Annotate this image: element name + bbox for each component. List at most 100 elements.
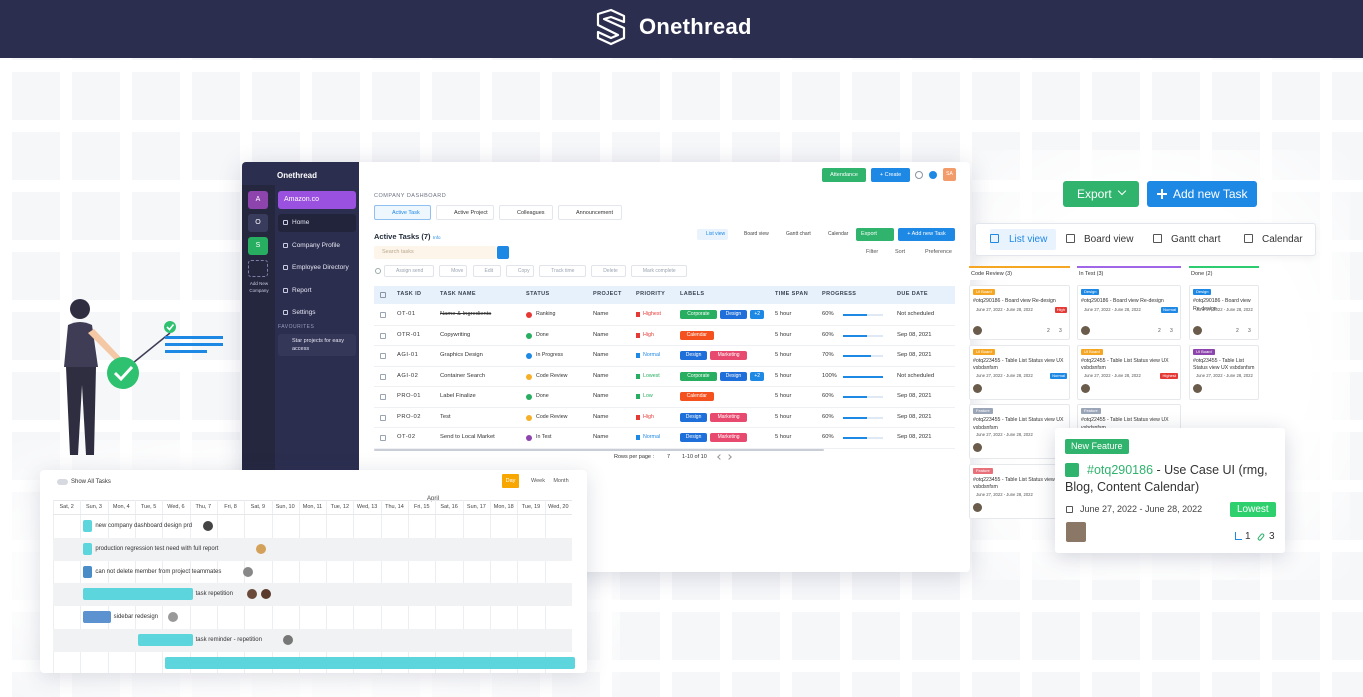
tab[interactable]: Announcement [558,205,622,220]
task-name[interactable]: Container Search [440,372,486,379]
search-box[interactable]: Search tasks [374,246,496,259]
column-header: PROJECT [593,291,622,297]
card-id[interactable]: #otq290186 [1087,463,1154,477]
row-checkbox[interactable] [380,353,386,359]
card-date: June 27, 2022 - June 28, 2022 [976,491,1033,497]
progress-bar [843,416,867,419]
board-card[interactable]: UI Board #otq223455 - Table List Status v… [969,344,1070,400]
row-checkbox[interactable] [380,435,386,441]
tool[interactable]: Preference [925,249,952,255]
view-toggle[interactable]: Gantt chart [786,231,811,237]
chat-icon[interactable] [915,171,923,179]
nav-item[interactable]: Employee Directory [278,259,356,277]
toggle[interactable] [57,479,68,485]
nav-icon [283,242,288,248]
task-name[interactable]: Copywriting [440,331,471,338]
card-subtasks: 1 [1245,531,1251,542]
board-view-toggle[interactable]: Calendar [1244,229,1314,250]
card-priority: Lowest [1230,502,1276,517]
scale-button[interactable]: Day [502,474,519,488]
notify-icon[interactable] [929,171,937,179]
nav-item[interactable]: Settings [278,304,356,322]
action-button[interactable]: Assign send [384,265,435,277]
action-button[interactable]: Track time [539,265,587,277]
status-dot [526,414,532,421]
tool[interactable]: Filter [866,249,879,255]
board-view-toggle[interactable]: Board view [1066,229,1146,250]
add-task-button[interactable]: + Add new Task [898,228,955,241]
gantt-bar[interactable] [137,634,193,646]
column-header: TASK ID [397,291,422,297]
task-name[interactable]: Name & Ingredients [440,311,492,317]
select-all[interactable] [375,268,381,274]
board-card[interactable]: UI Board #otq22455 - Table List Status vi… [1077,344,1181,400]
board-card[interactable]: Feature #otq223455 - Table List Status vi… [969,404,1070,459]
card-date: June 27, 2022 - June 28, 2022 [1196,372,1253,378]
row-checkbox[interactable] [380,373,386,380]
board-card[interactable]: UI Board #otq23455 - Table List Status vi… [1189,344,1259,400]
card-title: #otq290186 - Use Case UI (rmg, Blog, Con… [1065,462,1275,496]
board-export[interactable]: Export [1063,181,1139,207]
card-priority: High [1054,307,1067,313]
view-toggle[interactable]: Calendar [828,231,849,237]
gantt-bar[interactable] [83,542,93,555]
board-card[interactable]: Design #otq290186 - Board view Re-design J… [1077,285,1181,340]
progress-label: 60% [822,434,834,440]
row-checkbox[interactable] [380,332,386,339]
action-button[interactable]: Move [439,265,468,277]
day-label: Mon, 4 [112,504,130,510]
priority-flag [636,394,640,399]
column-header: STATUS [526,291,550,297]
task-name[interactable]: Label Finalize [440,393,476,399]
card-tag: Feature [973,467,993,474]
task-name[interactable]: Test [440,413,451,420]
nav-item[interactable]: Company Profile [278,237,356,255]
gantt-bar[interactable] [83,520,93,532]
tab[interactable]: Active Task [374,205,431,220]
board-view-toggle[interactable]: Gantt chart [1153,229,1237,250]
nav-item[interactable]: Home [278,214,356,232]
workspace[interactable]: S [248,237,268,255]
board-card[interactable]: UI Board #otq290186 - Board view Re-desig… [969,285,1070,340]
row-checkbox[interactable] [380,394,386,400]
gantt-bar[interactable] [83,565,93,578]
nav-item[interactable]: Report [278,282,356,300]
action-button[interactable]: Copy [505,265,535,277]
card-date: June 27, 2022 - June 28, 2022 [976,307,1033,312]
view-toggle[interactable]: Board view [744,231,769,237]
action-button[interactable]: Mark complete [630,265,688,277]
avatar[interactable]: SA [943,168,956,181]
gantt-bar[interactable] [83,588,193,601]
tab[interactable]: Active Project [436,205,494,220]
company[interactable]: Amazon.co [278,191,356,209]
board-card[interactable]: Feature #otq223455 - Table List Status vi… [969,463,1070,519]
attendance-button[interactable]: Attendance [822,168,866,182]
card-tag: UI Board [1193,348,1215,355]
export-button[interactable]: Export [856,228,894,241]
task-name[interactable]: Graphics Design [440,352,483,358]
workspace[interactable]: A [248,191,268,209]
board-view-toggle[interactable]: List view [990,229,1056,250]
scale-button[interactable]: Week [531,478,545,484]
board-card[interactable]: Design #otq290186 - Board view Re-design J… [1189,285,1259,340]
header-checkbox[interactable] [380,292,386,298]
action-button[interactable]: Edit [472,265,501,277]
gantt-bar[interactable] [83,611,111,624]
rows-per-page-value[interactable]: 7 [667,454,671,460]
row-checkbox[interactable] [380,312,386,318]
task-name[interactable]: Send to Local Market [440,434,495,440]
workspace[interactable]: O [248,214,268,232]
create-button[interactable]: + Create [871,168,910,182]
row-checkbox[interactable] [380,414,386,421]
tool[interactable]: Sort [895,249,906,255]
card-date: June 27, 2022 - June 28, 2022 [1084,372,1141,378]
day-label: Mon, 11 [302,504,323,510]
scale-button[interactable]: Month [553,478,569,484]
search-button[interactable] [497,246,509,259]
gantt-bar[interactable] [165,656,575,669]
action-button[interactable]: Delete [591,265,626,277]
tab[interactable]: Colleagues [499,205,553,220]
nav-label: Employee Directory [292,264,349,271]
view-toggle[interactable]: List view [697,229,729,240]
